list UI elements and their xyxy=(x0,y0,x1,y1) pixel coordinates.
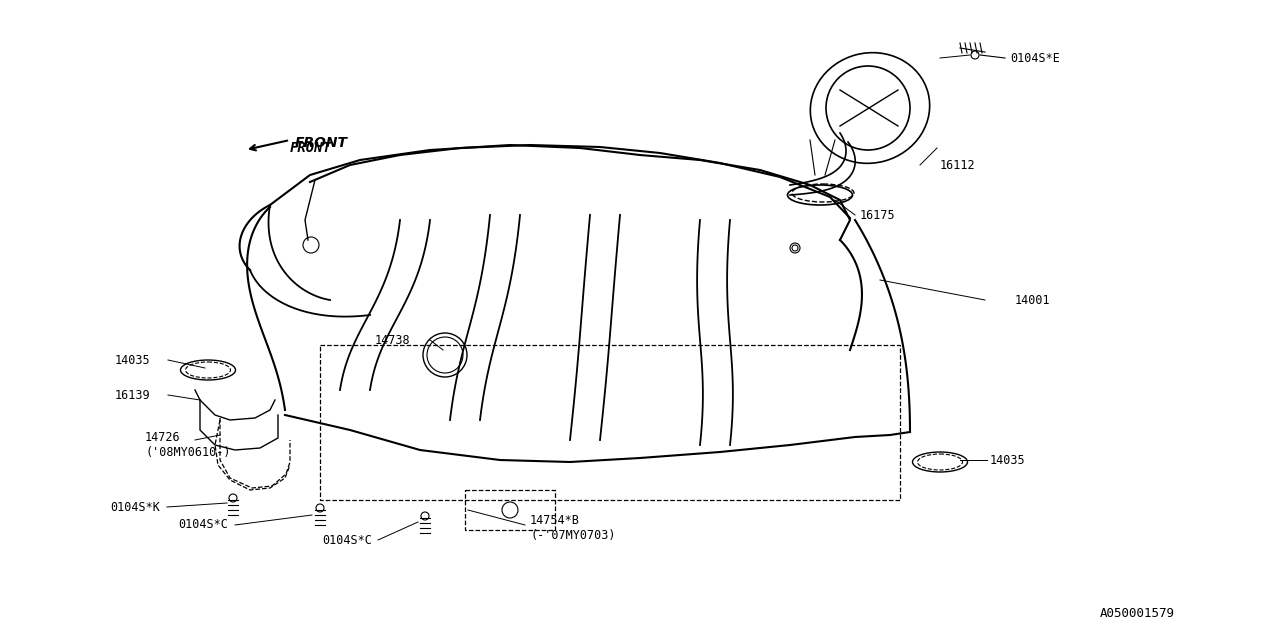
Text: FRONT: FRONT xyxy=(294,136,348,150)
Text: 14726: 14726 xyxy=(145,431,180,444)
Text: 14001: 14001 xyxy=(1015,294,1051,307)
Text: 16139: 16139 xyxy=(115,388,151,401)
Text: 14738: 14738 xyxy=(375,333,411,346)
Text: 16175: 16175 xyxy=(860,209,896,221)
Text: (-'07MY0703): (-'07MY0703) xyxy=(530,529,616,541)
Text: 0104S*C: 0104S*C xyxy=(323,534,372,547)
Bar xyxy=(320,345,900,500)
Text: 0104S*K: 0104S*K xyxy=(110,500,160,513)
Text: 14035: 14035 xyxy=(115,353,151,367)
Bar xyxy=(465,490,556,530)
Text: 0104S*C: 0104S*C xyxy=(178,518,228,531)
Text: FRONT: FRONT xyxy=(291,141,332,155)
Text: 14754*B: 14754*B xyxy=(530,513,580,527)
Text: ('08MY0610-): ('08MY0610-) xyxy=(145,445,230,458)
Text: 16112: 16112 xyxy=(940,159,975,172)
Text: 14035: 14035 xyxy=(989,454,1025,467)
Text: 0104S*E: 0104S*E xyxy=(1010,51,1060,65)
Text: A050001579: A050001579 xyxy=(1100,607,1175,620)
